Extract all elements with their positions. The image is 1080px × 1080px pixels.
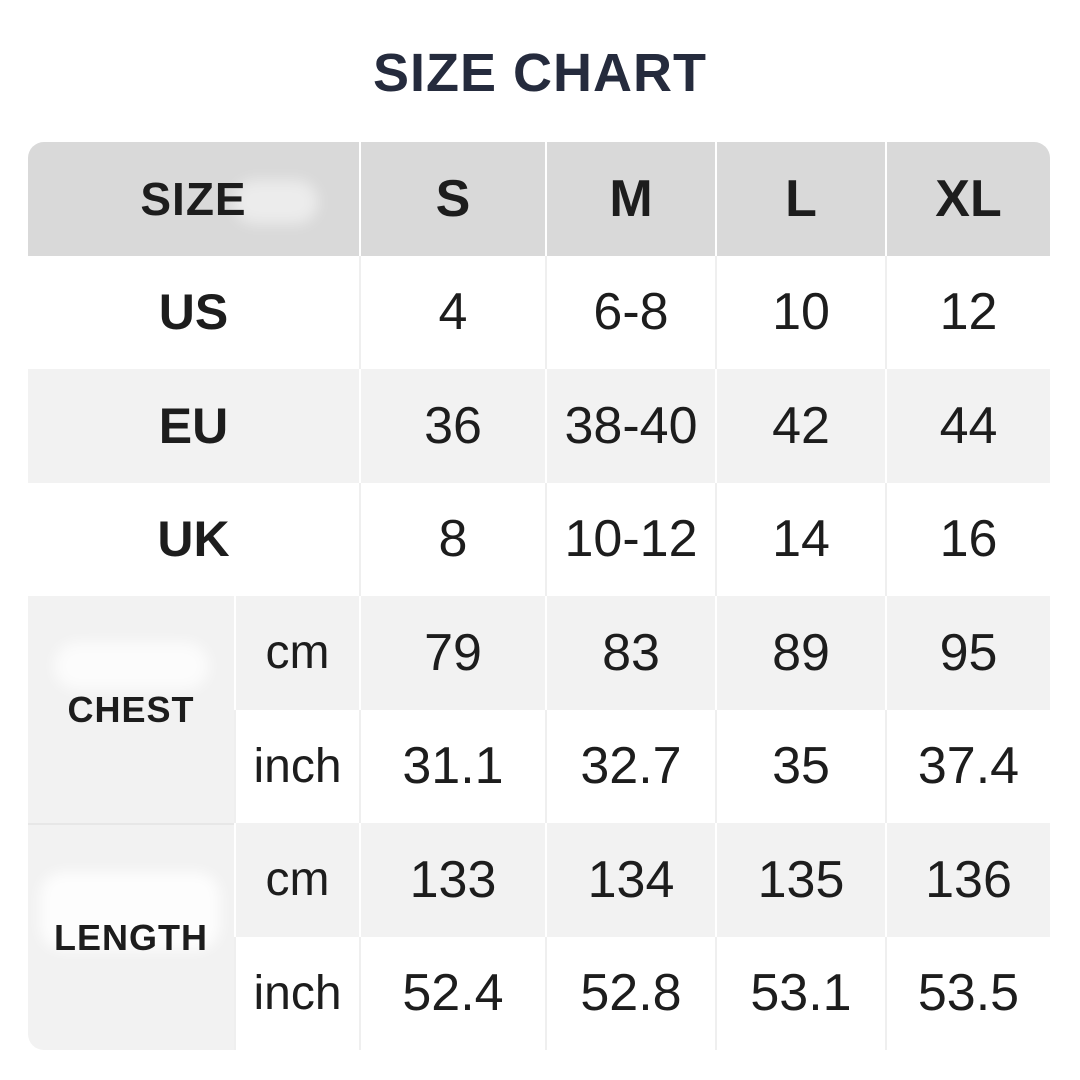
cell-length-cm-l: 135 [715,823,885,937]
cell-eu-l: 42 [715,369,885,483]
cell-length-inch-s: 52.4 [359,936,545,1050]
cell-chest-inch-s: 31.1 [359,709,545,823]
cell-us-l: 10 [715,255,885,369]
cell-length-inch-m: 52.8 [545,936,715,1050]
header-col-l-label: L [785,169,817,228]
cell-length-cm-xl: 136 [885,823,1050,937]
cell-us-s: 4 [359,255,545,369]
cell-length-cm-m: 134 [545,823,715,937]
cell-length-inch-l: 53.1 [715,936,885,1050]
cell-uk-m: 10-12 [545,482,715,596]
eu-row-label: EU [28,369,359,483]
header-col-s-label: S [435,169,471,228]
header-col-m: M [545,142,715,256]
cell-uk-xl: 16 [885,482,1050,596]
cell-chest-cm-l: 89 [715,596,885,710]
length-inch-unit: inch [234,936,359,1050]
cell-eu-s: 36 [359,369,545,483]
length-cm-unit: cm [234,823,359,937]
header-col-l: L [715,142,885,256]
header-col-m-label: M [609,169,653,228]
cell-chest-inch-xl: 37.4 [885,709,1050,823]
cell-uk-l: 14 [715,482,885,596]
uk-row-label: UK [28,482,359,596]
header-col-s: S [359,142,545,256]
cell-us-xl: 12 [885,255,1050,369]
cell-uk-s: 8 [359,482,545,596]
chest-section-label: CHEST [28,596,234,823]
cell-chest-inch-m: 32.7 [545,709,715,823]
header-col-xl-label: XL [935,169,1002,228]
size-chart-table: SIZE S M L XL US 4 6-8 10 12 EU 36 38-40… [28,142,1050,1050]
cell-length-inch-xl: 53.5 [885,936,1050,1050]
header-size-label: SIZE [140,172,247,225]
cell-eu-m: 38-40 [545,369,715,483]
cell-chest-cm-xl: 95 [885,596,1050,710]
chest-cm-unit: cm [234,596,359,710]
cell-us-m: 6-8 [545,255,715,369]
chest-inch-unit: inch [234,709,359,823]
cell-eu-xl: 44 [885,369,1050,483]
header-col-xl: XL [885,142,1050,256]
us-row-label: US [28,255,359,369]
header-size-cell: SIZE [28,142,359,256]
page-title: SIZE CHART [373,43,707,103]
size-table-grid: SIZE S M L XL US 4 6-8 10 12 EU 36 38-40… [28,142,1050,1050]
length-section-label: LENGTH [28,823,234,1050]
cell-chest-inch-l: 35 [715,709,885,823]
cell-length-cm-s: 133 [359,823,545,937]
cell-chest-cm-m: 83 [545,596,715,710]
cell-chest-cm-s: 79 [359,596,545,710]
